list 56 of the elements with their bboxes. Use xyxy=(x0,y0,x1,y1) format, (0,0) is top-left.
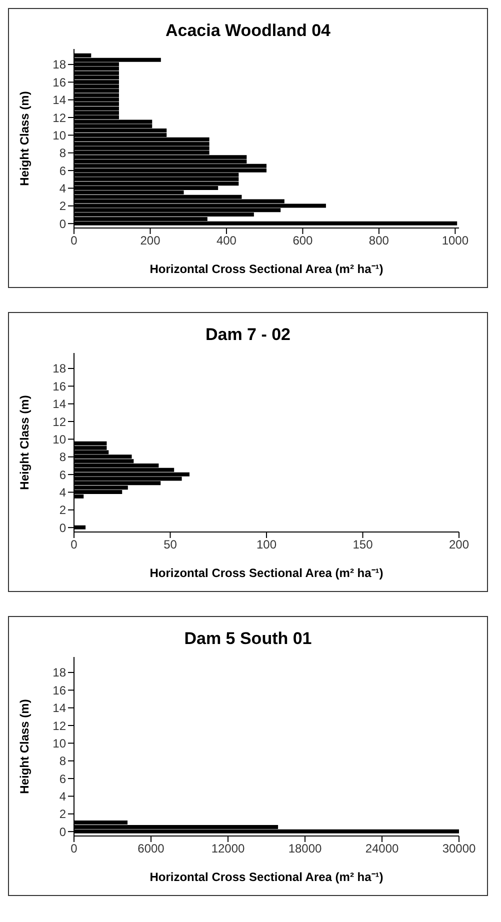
y-tick-label: 0 xyxy=(59,824,66,839)
y-tick-label: 12 xyxy=(52,718,66,733)
x-tick-label: 1000 xyxy=(442,234,469,248)
y-tick-label: 18 xyxy=(52,666,66,680)
y-tick-label: 12 xyxy=(52,110,66,125)
y-tick-label: 6 xyxy=(59,164,66,178)
y-axis-title: Height Class (m) xyxy=(17,395,32,490)
y-tick-label: 18 xyxy=(52,58,66,72)
y-tick-label: 14 xyxy=(52,701,66,716)
x-tick-label: 800 xyxy=(368,234,390,248)
chart-title: Acacia Woodland 04 xyxy=(164,21,332,41)
y-tick-label: 2 xyxy=(59,807,66,822)
x-tick-label: 0 xyxy=(70,234,78,248)
chart-title: Dam 7 - 02 xyxy=(204,325,292,345)
x-tick-label: 30000 xyxy=(442,842,476,856)
y-tick-label: 16 xyxy=(52,683,66,698)
x-axis-title: Horizontal Cross Sectional Area (m² ha⁻¹) xyxy=(150,566,384,580)
y-axis-title: Height Class (m) xyxy=(17,91,32,186)
x-tick-label: 400 xyxy=(216,234,237,248)
y-tick-label: 16 xyxy=(52,379,66,394)
y-tick-label: 4 xyxy=(59,789,66,804)
x-tick-label: 600 xyxy=(292,234,314,248)
x-tick-label: 18000 xyxy=(288,842,322,856)
x-tick-label: 0 xyxy=(70,538,78,552)
y-tick-label: 10 xyxy=(52,736,66,750)
x-tick-label: 100 xyxy=(256,538,277,552)
y-tick-label: 12 xyxy=(52,414,66,429)
y-tick-label: 0 xyxy=(59,520,66,535)
y-tick-label: 6 xyxy=(59,772,66,786)
y-tick-label: 10 xyxy=(52,432,66,446)
y-tick-label: 14 xyxy=(52,93,66,108)
x-tick-label: 200 xyxy=(448,538,470,552)
x-tick-label: 50 xyxy=(164,538,178,552)
x-tick-label: 6000 xyxy=(138,842,165,856)
x-tick-label: 200 xyxy=(140,234,161,248)
y-tick-label: 14 xyxy=(52,397,66,412)
y-tick-label: 10 xyxy=(52,128,66,142)
x-tick-label: 12000 xyxy=(211,842,246,856)
x-axis-title: Horizontal Cross Sectional Area (m² ha⁻¹) xyxy=(150,870,384,884)
x-tick-label: 150 xyxy=(352,538,374,552)
y-axis-title: Height Class (m) xyxy=(17,699,32,794)
y-tick-label: 8 xyxy=(59,754,66,768)
x-axis-title: Horizontal Cross Sectional Area (m² ha⁻¹) xyxy=(150,262,384,276)
y-tick-label: 4 xyxy=(59,485,66,500)
y-tick-label: 2 xyxy=(59,199,66,214)
y-tick-label: 8 xyxy=(59,450,66,464)
y-tick-label: 4 xyxy=(59,181,66,196)
y-tick-label: 16 xyxy=(52,75,66,90)
chart-title: Dam 5 South 01 xyxy=(183,629,313,649)
y-tick-label: 6 xyxy=(59,468,66,482)
y-tick-label: 18 xyxy=(52,362,66,376)
y-tick-label: 2 xyxy=(59,503,66,518)
x-tick-label: 0 xyxy=(70,842,78,856)
y-tick-label: 0 xyxy=(59,216,66,231)
y-tick-label: 8 xyxy=(59,146,66,160)
x-tick-label: 24000 xyxy=(365,842,400,856)
